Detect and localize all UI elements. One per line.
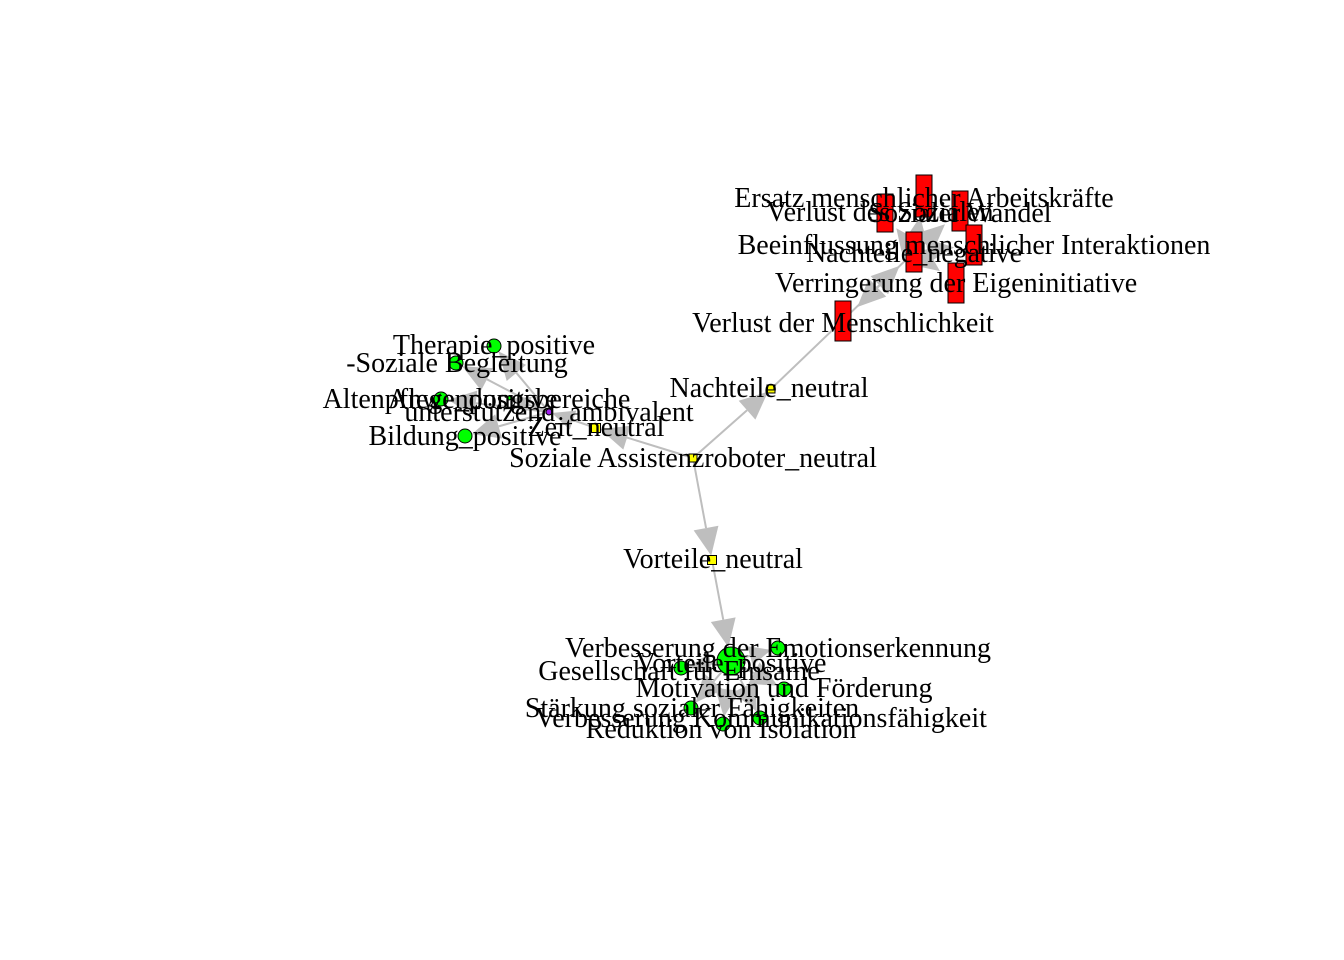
- node-eigeninitiative: [947, 262, 965, 304]
- node-label-therapie: Therapie_positive: [393, 330, 595, 361]
- edge-unterstuetzend-therapie: [515, 372, 550, 413]
- node-label-beeinflussung: Beeinflussung menschlicher Interaktionen: [738, 230, 1211, 261]
- node-ersatz: [915, 174, 933, 218]
- arrowhead-unterstuetzend-alten: [447, 390, 478, 416]
- label-layer: Soziale Assistenzroboter_neutral Vorteile…: [323, 183, 1211, 745]
- node-sozial_wandel: [951, 190, 969, 232]
- node-alten: [433, 391, 449, 407]
- arrowhead-unterstuetzend-bildung: [471, 414, 503, 439]
- arrowhead-zeit-unterstuetzend: [551, 410, 577, 430]
- node-label-verlust_soz: Verlust des Sozialen: [766, 197, 993, 228]
- edge-unterstuetzend-alten: [475, 402, 550, 413]
- node-label-isolation: Reduktion von Isolation: [586, 714, 857, 745]
- arrowhead-unterstuetzend-therapie: [498, 351, 527, 381]
- arrowhead-vorteile_p-emotion: [747, 646, 772, 666]
- node-staerkung: [683, 700, 699, 716]
- node-menschlichkeit: [834, 300, 852, 342]
- node-label-kommunikation: Verbesserung Kommunikationsfähigkeit: [535, 703, 987, 734]
- arrowhead-nachteile_neg-beeinflussung: [925, 238, 955, 263]
- node-label-menschlichkeit: Verlust der Menschlichkeit: [692, 308, 994, 339]
- node-label-vorteile_p: Vorteile_positive: [636, 648, 827, 679]
- node-label-nachteile_neg: Nachteile_negative: [806, 238, 1022, 269]
- edge-unterstuetzend-begleitung: [486, 378, 550, 413]
- node-layer: [433, 174, 983, 732]
- arrowhead-vorteile_p-kommunikation: [732, 681, 757, 712]
- node-label-emotion: Verbesserung der Emotionserkennung: [565, 633, 991, 664]
- node-label-ersatz: Ersatz menschlicher Arbeitskräfte: [734, 183, 1113, 214]
- node-isolation: [715, 716, 731, 732]
- node-label-sozial_wandel: Sozialer Wandel: [868, 198, 1051, 229]
- node-label-bildung: Bildung_positive: [369, 421, 562, 452]
- arrowhead-vorteile_p-isolation: [714, 687, 740, 718]
- arrowhead-unterstuetzend-anwendung: [510, 396, 532, 414]
- arrowhead-unterstuetzend-begleitung: [462, 366, 493, 391]
- node-label-sar: Soziale Assistenzroboter_neutral: [509, 443, 877, 474]
- node-label-zeit: Zeit_neutral: [528, 412, 665, 443]
- arrowhead-vorteile_n-vorteile_p: [710, 617, 736, 648]
- node-label-alten: Altenpflege_positive: [323, 384, 558, 415]
- arrowhead-sar-zeit: [600, 425, 631, 450]
- arrowhead-nachteile_neg-sozial_wandel: [916, 224, 946, 253]
- node-label-motivation: Motivation und Förderung: [635, 673, 932, 704]
- arrowhead-nachteile_neg-menschlichkeit: [857, 278, 887, 308]
- node-vorteile_p: [716, 646, 746, 676]
- node-anwendung: [506, 395, 512, 401]
- edge-unterstuetzend-bildung: [498, 411, 550, 428]
- node-label-begleitung: -Soziale Begleitung: [346, 348, 568, 379]
- arrowhead-sar-vorteile_n: [693, 525, 719, 556]
- node-motivation: [776, 681, 792, 697]
- node-kommunikation: [752, 710, 768, 726]
- arrowhead-vorteile_p-motivation: [748, 662, 778, 686]
- node-bildung: [457, 428, 473, 444]
- edge-sar-vorteile_n: [692, 457, 708, 529]
- node-vorteile_n: [707, 555, 717, 565]
- node-emotion: [770, 640, 786, 656]
- node-label-vorteile_n: Vorteile_neutral: [623, 544, 803, 575]
- node-therapie: [486, 338, 502, 354]
- node-nachteile_neg: [905, 231, 923, 273]
- node-label-gesellschaft: Gesellschaft für Einsame: [538, 656, 819, 687]
- edge-sar-nachteile_n: [692, 409, 748, 459]
- edge-vorteile_n-vorteile_p: [711, 559, 725, 620]
- node-unterstuetzend: [545, 408, 553, 416]
- node-label-anwendung: Anwendungsbereiche: [388, 384, 631, 415]
- node-verlust_soz: [876, 193, 894, 233]
- node-gesellschaft: [673, 660, 689, 676]
- arrowhead-vorteile_p-gesellschaft: [687, 653, 712, 675]
- node-nachteile_n: [766, 384, 776, 394]
- node-label-staerkung: Stärkung sozialer Fähigkeiten: [525, 693, 859, 724]
- node-label-eigeninitiative: Verringerung der Eigeninitiative: [775, 268, 1137, 299]
- arrowhead-vorteile_p-staerkung: [695, 673, 724, 703]
- node-label-nachteile_n: Nachteile_neutral: [669, 373, 868, 404]
- node-sar: [688, 453, 698, 463]
- node-begleitung: [448, 355, 464, 371]
- edge-sar-zeit: [626, 436, 694, 459]
- edge-unterstuetzend-anwendung: [528, 404, 550, 413]
- node-label-unterstuetzend: unterstützend_ambivalent: [404, 397, 693, 428]
- arrowhead-sar-nachteile_n: [738, 391, 769, 420]
- node-beeinflussung: [965, 224, 983, 266]
- node-zeit: [591, 423, 601, 433]
